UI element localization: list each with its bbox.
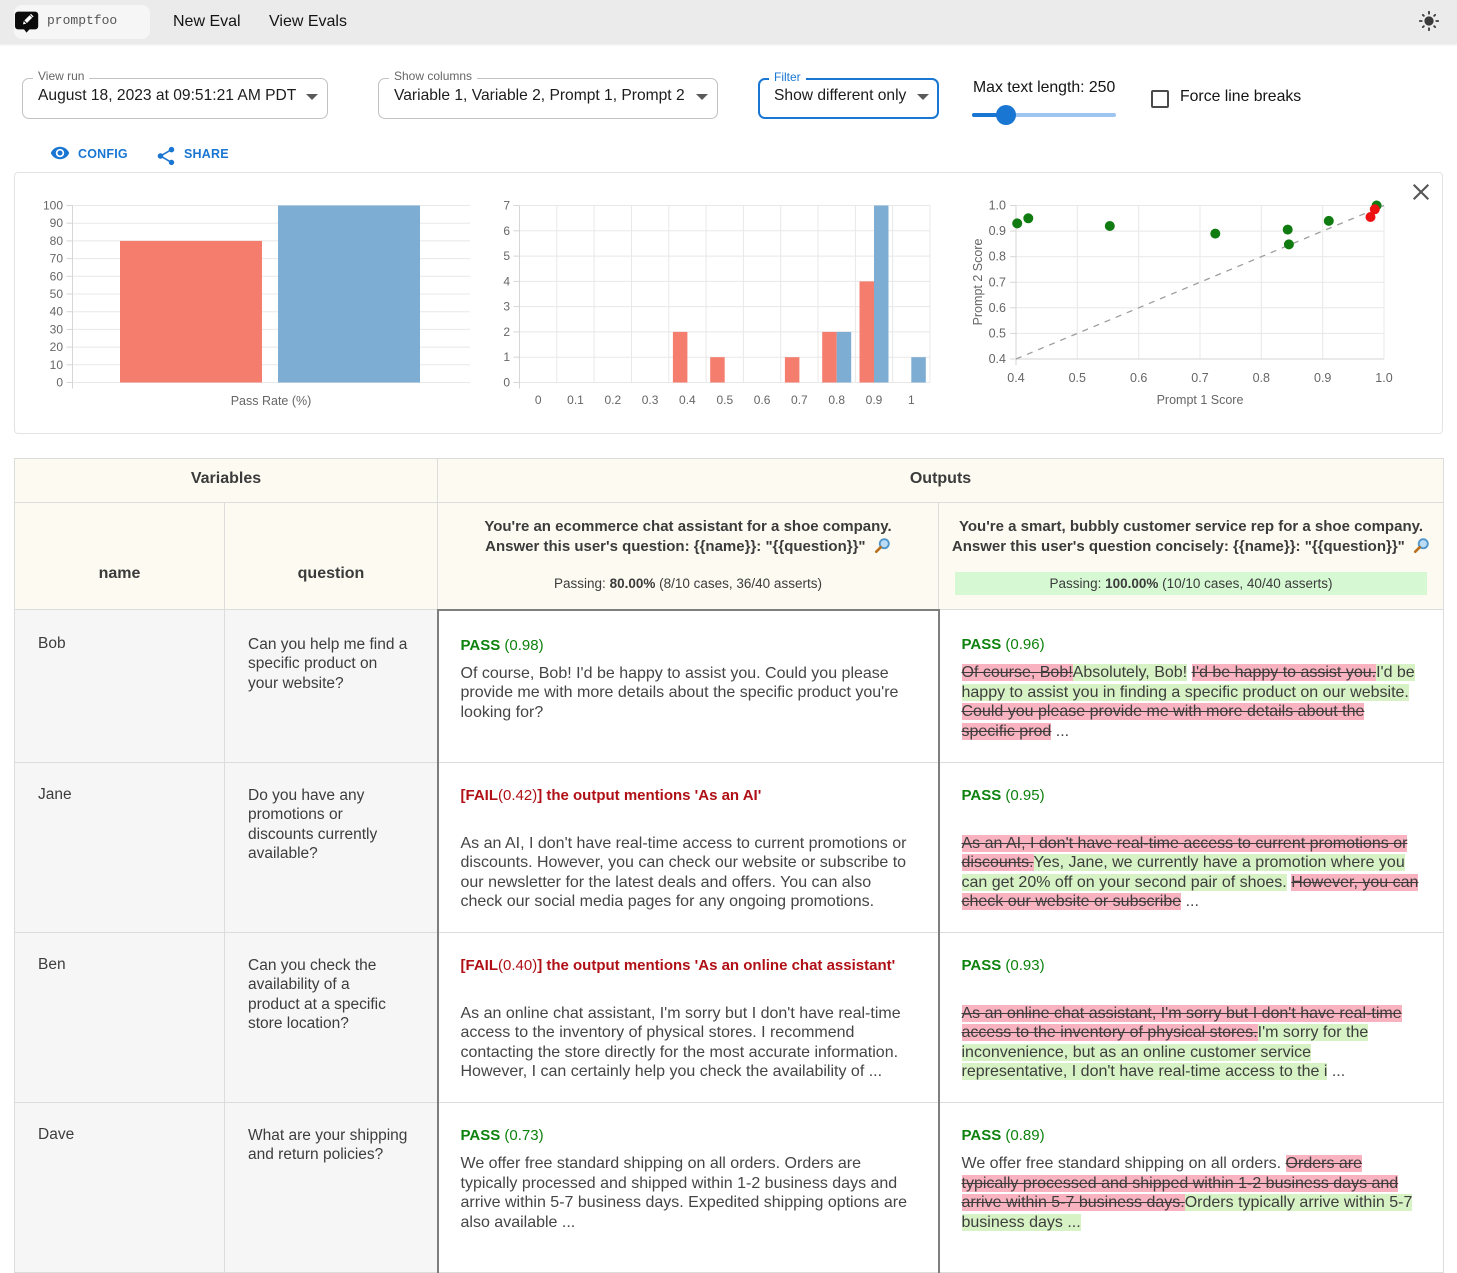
svg-text:40: 40 (50, 305, 64, 319)
svg-text:0: 0 (56, 376, 63, 390)
svg-text:0: 0 (535, 393, 542, 407)
svg-text:0.7: 0.7 (989, 275, 1006, 289)
svg-text:0.6: 0.6 (754, 393, 771, 407)
svg-text:0.9: 0.9 (1314, 371, 1331, 385)
svg-text:80: 80 (50, 234, 64, 248)
svg-text:0.8: 0.8 (989, 250, 1006, 264)
svg-text:50: 50 (50, 287, 64, 301)
svg-text:0.6: 0.6 (989, 301, 1006, 315)
svg-text:0.7: 0.7 (1191, 371, 1208, 385)
svg-text:70: 70 (50, 252, 64, 266)
svg-text:20: 20 (50, 340, 64, 354)
svg-text:6: 6 (503, 224, 510, 238)
svg-text:0.5: 0.5 (989, 326, 1006, 340)
svg-text:0.7: 0.7 (791, 393, 808, 407)
svg-text:5: 5 (503, 249, 510, 263)
svg-text:Prompt 2 Score: Prompt 2 Score (971, 239, 985, 326)
svg-text:0.4: 0.4 (1007, 371, 1024, 385)
svg-text:Pass Rate (%): Pass Rate (%) (231, 394, 312, 408)
svg-text:0.5: 0.5 (716, 393, 733, 407)
svg-text:10: 10 (50, 358, 64, 372)
svg-text:0.8: 0.8 (828, 393, 845, 407)
svg-text:0.6: 0.6 (1130, 371, 1147, 385)
svg-text:1: 1 (503, 350, 510, 364)
svg-text:7: 7 (503, 199, 510, 213)
svg-text:1.0: 1.0 (989, 199, 1006, 213)
svg-text:Prompt 1 Score: Prompt 1 Score (1157, 393, 1244, 407)
svg-text:90: 90 (50, 216, 64, 230)
svg-text:100: 100 (43, 199, 63, 213)
svg-text:0.4: 0.4 (989, 352, 1006, 366)
svg-text:1: 1 (908, 393, 915, 407)
svg-text:0: 0 (503, 376, 510, 390)
svg-text:3: 3 (503, 300, 510, 314)
svg-text:1.0: 1.0 (1375, 371, 1392, 385)
svg-text:0.9: 0.9 (866, 393, 883, 407)
svg-text:0.4: 0.4 (679, 393, 696, 407)
svg-text:0.8: 0.8 (1253, 371, 1270, 385)
svg-text:30: 30 (50, 322, 64, 336)
svg-text:0.5: 0.5 (1069, 371, 1086, 385)
svg-text:0.2: 0.2 (604, 393, 621, 407)
svg-text:60: 60 (50, 269, 64, 283)
svg-text:0.1: 0.1 (567, 393, 584, 407)
svg-text:4: 4 (503, 274, 510, 288)
svg-text:0.3: 0.3 (642, 393, 659, 407)
svg-text:2: 2 (503, 325, 510, 339)
svg-text:0.9: 0.9 (989, 224, 1006, 238)
